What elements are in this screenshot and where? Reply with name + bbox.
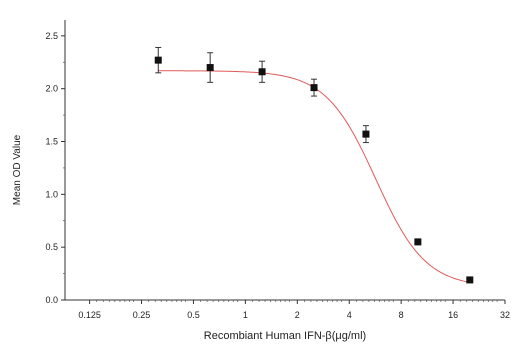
y-tick-label: 1.5	[45, 137, 58, 147]
data-point	[154, 56, 162, 64]
y-tick-label: 0.5	[45, 242, 58, 252]
y-axis-label: Mean OD Value	[12, 134, 23, 205]
y-tick-label: 0.0	[45, 295, 58, 305]
x-tick-label: 4	[347, 310, 352, 320]
x-tick-label: 0.25	[133, 310, 151, 320]
x-tick-label: 8	[399, 310, 404, 320]
y-tick-label: 2.5	[45, 31, 58, 41]
y-tick-label: 1.0	[45, 189, 58, 199]
data-point	[466, 276, 474, 284]
axes: 0.125 0.25 0.5 1 2 4 8 16 32 0.0 0.5 1.0 1.5 2.0 2.5	[45, 20, 510, 320]
data-point	[362, 130, 370, 138]
x-tick-label: 16	[448, 310, 458, 320]
data-point	[414, 238, 422, 246]
data-point	[206, 64, 214, 72]
y-tick-label: 2.0	[45, 84, 58, 94]
data-point	[258, 68, 266, 76]
data-point	[310, 84, 318, 92]
x-tick-label: 0.5	[187, 310, 200, 320]
x-tick-label: 32	[500, 310, 510, 320]
data-points-group	[154, 46, 474, 284]
x-tick-label: 1	[243, 310, 248, 320]
x-axis-label: Recombiant Human IFN-β(μg/ml)	[204, 330, 366, 342]
x-tick-label: 0.125	[78, 310, 101, 320]
x-tick-label: 2	[295, 310, 300, 320]
